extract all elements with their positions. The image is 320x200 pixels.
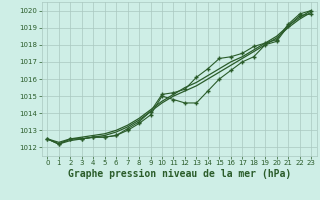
X-axis label: Graphe pression niveau de la mer (hPa): Graphe pression niveau de la mer (hPa): [68, 169, 291, 179]
